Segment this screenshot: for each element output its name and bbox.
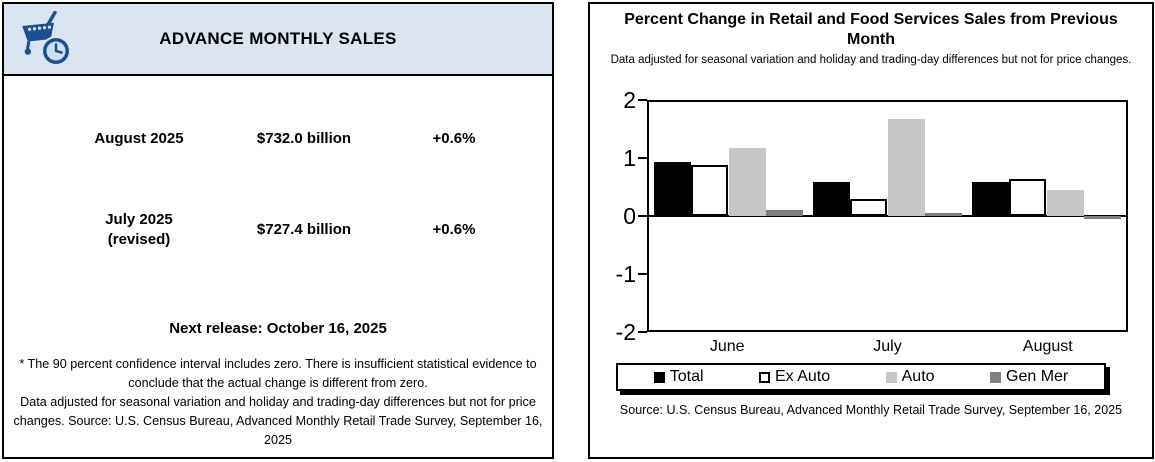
y-axis-label-2: 2 — [623, 87, 636, 113]
legend-swatch-gen-mer — [990, 371, 1002, 383]
bar-gen-mer-august — [1083, 216, 1122, 219]
sales-row-july: July 2025 (revised) $727.4 billion +0.6% — [4, 196, 552, 264]
source-note: Data adjusted for seasonal variation and… — [13, 395, 543, 447]
legend-label: Gen Mer — [1006, 368, 1069, 385]
chart-plot-wrap: 2 1 0 -1 -2 — [590, 87, 1152, 345]
legend-item-gen-mer: Gen Mer — [990, 368, 1068, 386]
y-axis-tick--2 — [638, 331, 647, 333]
percent-change: +0.6% — [432, 130, 476, 147]
sales-value: $732.0 billion — [256, 130, 352, 147]
y-axis-tick--1 — [638, 273, 647, 275]
next-release-note: Next release: October 16, 2025 — [169, 320, 387, 337]
y-axis-tick-1 — [638, 157, 647, 159]
x-axis-label-august: August — [1022, 338, 1073, 355]
cart-clock-icon — [22, 11, 71, 66]
y-axis-label--2: -2 — [615, 319, 636, 345]
legend-swatch-ex-auto — [759, 371, 770, 383]
bar-gen-mer-june — [765, 210, 804, 216]
legend-label: Total — [669, 368, 704, 385]
bar-total-july — [812, 181, 851, 216]
advance-monthly-sales-panel: ADVANCE MONTHLY SALES August 2025 $732.0… — [2, 2, 554, 459]
sales-row-august: August 2025 $732.0 billion +0.6% — [4, 109, 552, 169]
y-axis-label-1: 1 — [623, 145, 636, 171]
chart-subtitle: Data adjusted for seasonal variation and… — [610, 54, 1132, 66]
bar-group-august — [967, 102, 1126, 330]
x-axis-label-june: June — [709, 338, 745, 355]
bar-auto-august — [1046, 190, 1084, 216]
confidence-interval-note: * The 90 percent confidence interval inc… — [19, 357, 537, 390]
chart-title: Percent Change in Retail and Food Servic… — [624, 11, 1118, 48]
percent-change-chart-panel: Percent Change in Retail and Food Servic… — [588, 2, 1154, 459]
bar-group-july — [808, 102, 967, 330]
chart-source: Source: U.S. Census Bureau, Advanced Mon… — [619, 403, 1123, 417]
y-axis-tick-0 — [638, 215, 647, 217]
bar-ex-auto-july — [850, 198, 888, 216]
sales-value: $727.4 billion — [256, 221, 352, 238]
bar-auto-july — [887, 119, 925, 216]
bar-gen-mer-july — [924, 213, 963, 216]
bar-ex-auto-june — [691, 164, 729, 216]
period-label: July 2025 (revised) — [105, 211, 173, 248]
chart-legend: Total Ex Auto Auto Gen Mer — [616, 363, 1106, 391]
bar-group-june — [649, 102, 808, 330]
legend-label: Auto — [901, 368, 935, 385]
period-label: August 2025 — [94, 130, 184, 147]
bar-ex-auto-august — [1009, 178, 1047, 216]
panel-header: ADVANCE MONTHLY SALES — [4, 4, 552, 76]
bar-total-august — [971, 181, 1010, 216]
panel-title: ADVANCE MONTHLY SALES — [159, 29, 397, 48]
legend-item-ex-auto: Ex Auto — [759, 368, 830, 386]
y-axis-tick-2 — [638, 99, 647, 101]
legend-label: Ex Auto — [775, 368, 831, 385]
bar-auto-june — [728, 147, 766, 216]
y-axis-label--1: -1 — [615, 261, 636, 287]
legend-item-total: Total — [653, 368, 704, 386]
legend-swatch-auto — [885, 371, 897, 383]
legend-item-auto: Auto — [885, 368, 935, 386]
bar-total-june — [653, 161, 692, 216]
zero-gridline — [649, 215, 1126, 217]
footnotes: * The 90 percent confidence interval inc… — [11, 355, 545, 450]
x-axis-label-july: July — [873, 338, 902, 355]
plot-area — [647, 100, 1128, 332]
x-axis-labels: June July August — [647, 338, 1128, 356]
legend-swatch-total — [653, 371, 665, 383]
y-axis-label-0: 0 — [623, 203, 636, 229]
percent-change: +0.6% — [432, 221, 476, 238]
